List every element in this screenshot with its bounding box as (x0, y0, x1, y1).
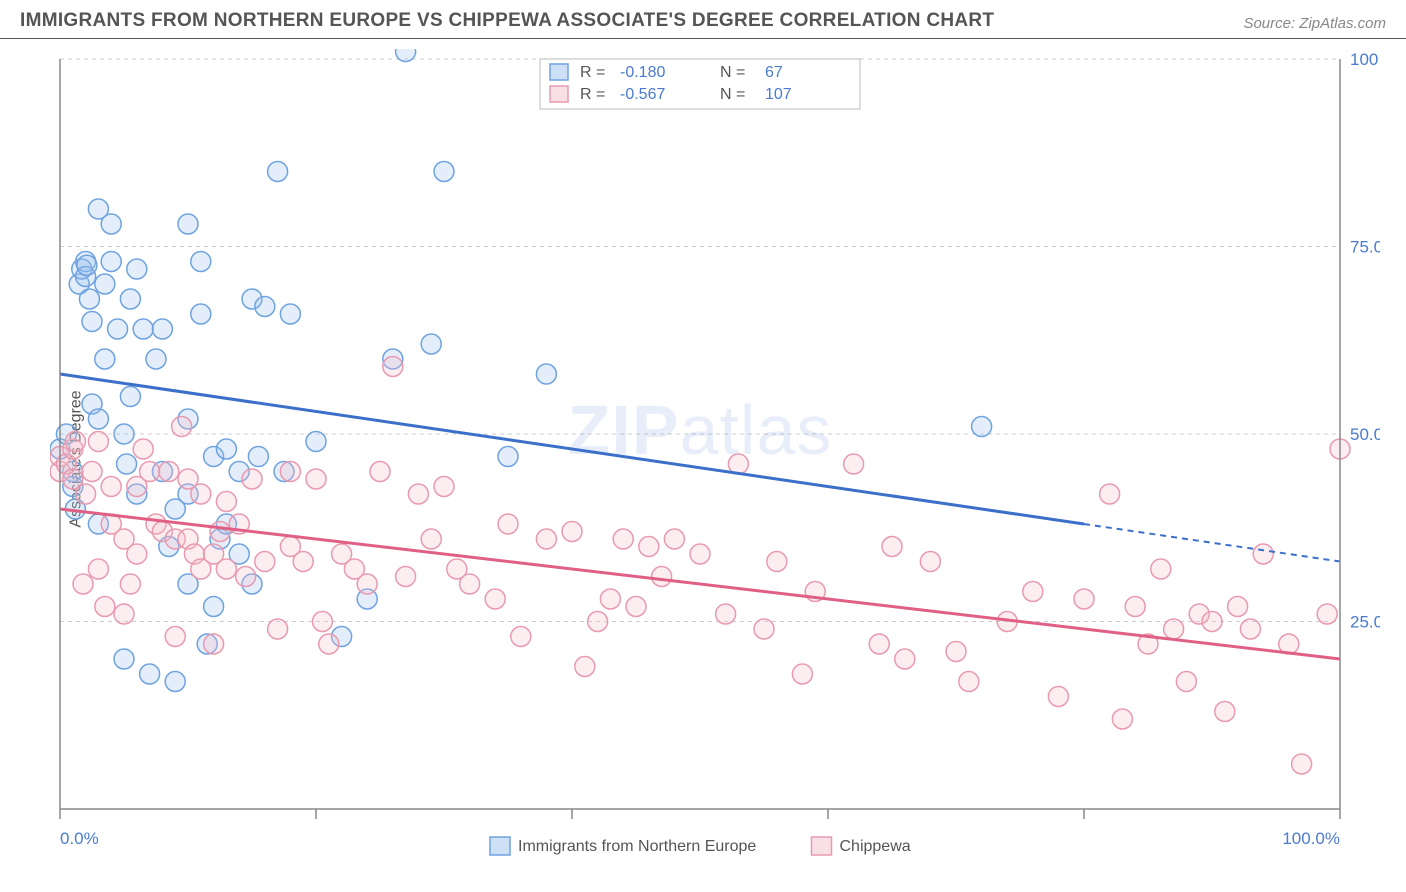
svg-text:R =: R = (580, 86, 605, 103)
svg-text:50.0%: 50.0% (1350, 425, 1380, 444)
svg-text:107: 107 (765, 86, 792, 103)
source-label: Source: ZipAtlas.com (1243, 15, 1386, 32)
scatter-plot: 25.0% 50.0% 75.0% 100.0% ZIPatlas 0.0% 100.0% R… (50, 49, 1380, 869)
svg-text:-0.180: -0.180 (620, 64, 665, 81)
svg-text:N =: N = (720, 86, 745, 103)
series-immigrants-from-northern-europe (50, 49, 992, 692)
svg-text:-0.567: -0.567 (620, 86, 665, 103)
chart-title: IMMIGRANTS FROM NORTHERN EUROPE VS CHIPP… (20, 10, 994, 32)
legend-swatch (490, 837, 510, 855)
legend-label: Immigrants from Northern Europe (518, 838, 756, 855)
svg-text:ZIPatlas: ZIPatlas (568, 391, 833, 469)
svg-text:0.0%: 0.0% (60, 829, 99, 848)
svg-text:N =: N = (720, 64, 745, 81)
svg-text:67: 67 (765, 64, 783, 81)
chart-container: Associate's Degree 25.0%50.0%75.0%100.0%… (0, 39, 1406, 879)
svg-text:100.0%: 100.0% (1350, 50, 1380, 69)
legend-label: Chippewa (840, 838, 911, 855)
chart-header: IMMIGRANTS FROM NORTHERN EUROPE VS CHIPP… (0, 0, 1406, 39)
svg-text:75.0%: 75.0% (1350, 238, 1380, 257)
svg-text:25.0%: 25.0% (1350, 613, 1380, 632)
svg-text:R =: R = (580, 64, 605, 81)
svg-text:100.0%: 100.0% (1282, 829, 1340, 848)
legend-swatch (812, 837, 832, 855)
